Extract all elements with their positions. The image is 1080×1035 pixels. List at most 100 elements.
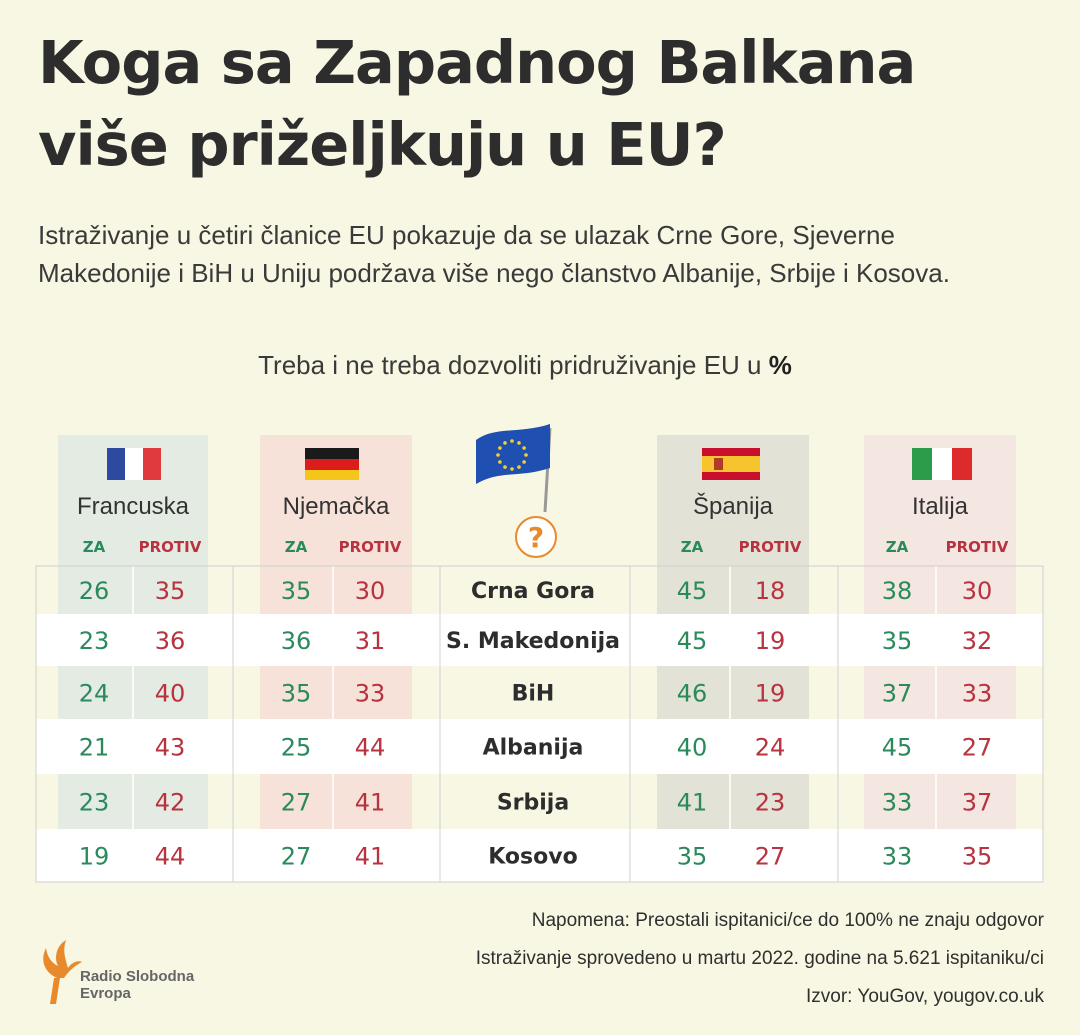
germany-row-band [260,774,412,829]
flag-cloth [476,424,550,484]
country-name-france: Francuska [77,493,190,520]
value-za: 45 [677,577,708,605]
country-name-spain: Španija [693,492,774,520]
flag-stripe [702,456,760,472]
flag-stripe [143,448,161,480]
eu-star [503,465,507,469]
subtitle-line-1: Istraživanje u četiri članice EU pokazuj… [38,220,895,250]
rferl-torch-logo-icon [43,940,82,1004]
column-header-protiv: PROTIV [139,538,202,556]
table-row-background [36,719,1043,774]
value-protiv: 37 [962,789,993,817]
flag-stripe [125,448,143,480]
flag-stripe [107,448,125,480]
flag-stripe [912,448,932,480]
subtitle-line-2: Makedonije i BiH u Uniju podržava više n… [38,258,950,288]
value-protiv: 30 [962,577,993,605]
value-za: 26 [79,577,110,605]
row-label: Kosovo [488,845,577,870]
flag-stripe [305,459,359,470]
value-protiv: 18 [755,577,786,605]
survey-text: Istraživanje sprovedeno u martu 2022. go… [475,948,1044,969]
value-protiv: 44 [155,843,186,871]
subtitle: Istraživanje u četiri članice EU pokazuj… [38,216,1048,292]
eu-star [510,467,514,471]
row-label: Srbija [497,791,569,816]
germany-row-band [260,566,412,614]
table-row-background [36,614,1043,666]
note-text: Napomena: Preostali ispitanici/ce do 100… [531,910,1044,931]
value-protiv: 31 [355,627,386,655]
source-text: Izvor: YouGov, yougov.co.uk [806,986,1044,1007]
column-header-protiv: PROTIV [946,538,1009,556]
column-header-za: ZA [681,538,704,556]
value-protiv: 27 [755,843,786,871]
value-protiv: 27 [962,734,993,762]
value-za: 35 [882,627,913,655]
value-protiv: 42 [155,789,186,817]
italy-row-band [864,666,1016,719]
value-za: 19 [79,843,110,871]
column-header-protiv: PROTIV [739,538,802,556]
eu-star [524,453,528,457]
value-za: 41 [677,789,708,817]
value-protiv: 35 [155,577,186,605]
value-protiv: 41 [355,843,386,871]
value-protiv: 30 [355,577,386,605]
spain-row-band [657,566,809,614]
value-za: 38 [882,577,913,605]
value-za: 37 [882,680,913,708]
logo-line-2: Evropa [80,985,131,1002]
survey-table-chart: ? Francuska ZA PROTIV Njemačka ZA PROTIV Španij… [35,424,1044,883]
title-line-2: više priželjkuju u EU? [38,110,727,179]
flag-stripe [932,448,952,480]
page-title: Koga sa Zapadnog Balkana više priželjkuj… [38,22,1058,186]
logo-line-1: Radio Slobodna [80,968,195,985]
flag-stripe [952,448,972,480]
value-za: 40 [677,734,708,762]
spain-row-band [657,666,809,719]
value-za: 36 [281,627,312,655]
eu-star [498,446,502,450]
column-header-za: ZA [285,538,308,556]
value-za: 35 [281,680,312,708]
question-mark-text: ? [528,521,544,554]
eu-star [510,439,514,443]
value-protiv: 23 [755,789,786,817]
value-za: 45 [677,627,708,655]
country-name-italy: Italija [912,493,969,520]
value-protiv: 33 [355,680,386,708]
value-za: 24 [79,680,110,708]
value-protiv: 43 [155,734,186,762]
title-line-1: Koga sa Zapadnog Balkana [38,28,916,97]
italy-row-band [864,774,1016,829]
italy-row-band [864,566,1016,614]
table-frame [35,565,1044,883]
question-circle [515,516,557,558]
flag-emblem [714,458,723,470]
value-protiv: 33 [962,680,993,708]
row-label: Crna Gora [471,579,595,604]
value-za: 33 [882,843,913,871]
row-label: BiH [512,682,555,707]
value-protiv: 36 [155,627,186,655]
logo-text: Radio Slobodna Evropa [80,968,194,1002]
value-protiv: 40 [155,680,186,708]
value-za: 27 [281,843,312,871]
spain-flag-icon [702,448,760,480]
eu-star [496,453,500,457]
flag-stripe [305,448,359,459]
country-name-germany: Njemačka [283,493,390,520]
eu-star [517,465,521,469]
eu-flag-icon [476,424,552,513]
eu-star [498,460,502,464]
footnotes: Napomena: Preostali ispitanici/ce do 100… [476,905,1044,1019]
value-za: 27 [281,789,312,817]
chart-title-text: Treba i ne treba dozvoliti pridruživanje… [258,350,769,380]
value-za: 23 [79,789,110,817]
france-flag-icon [107,448,161,480]
value-protiv: 32 [962,627,993,655]
row-label: Albanija [483,736,584,761]
value-protiv: 44 [355,734,386,762]
value-za: 35 [677,843,708,871]
